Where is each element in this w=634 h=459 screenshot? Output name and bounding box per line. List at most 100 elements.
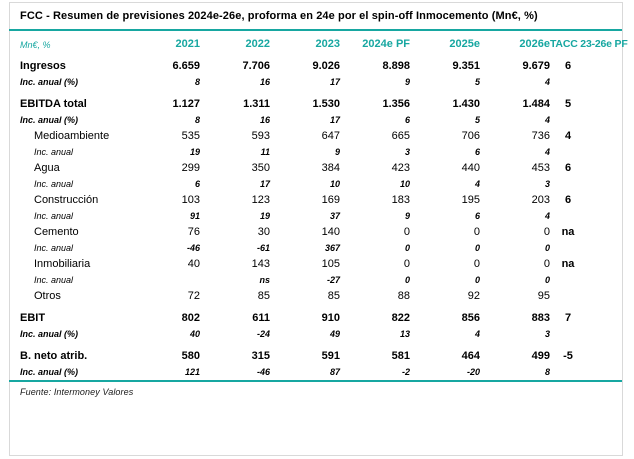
table-row: Inc. anual ns -27 0 0 0: [20, 272, 612, 288]
cell-value: 95: [537, 290, 550, 302]
cell-value: 384: [321, 162, 340, 174]
table-row: Construcción 103 123 169 183 195 203 6: [20, 192, 612, 208]
tacc-value: 5: [564, 98, 572, 110]
cell-value: -24: [256, 329, 270, 339]
cell-value: 0: [403, 258, 410, 270]
row-label: Inc. anual: [34, 211, 74, 221]
cell-value: 183: [391, 194, 410, 206]
row-label: Inc. anual (%): [20, 367, 79, 377]
table-row: Agua 299 350 384 423 440 453 6: [20, 160, 612, 176]
cell-value: 1.311: [243, 98, 270, 110]
cell-value: 591: [321, 350, 340, 362]
cell-value: 856: [461, 312, 480, 324]
cell-value: 92: [467, 290, 480, 302]
cell-value: 736: [531, 130, 550, 142]
cell-value: 9: [334, 147, 340, 157]
cell-value: 593: [251, 130, 270, 142]
row-label: Construcción: [34, 194, 99, 206]
table-row: Inc. anual 6 17 10 10 4 3: [20, 176, 612, 192]
table-row: EBITDA total 1.127 1.311 1.530 1.356 1.430 1.4…: [20, 96, 612, 112]
cell-value: 9: [404, 77, 410, 87]
row-label: Cemento: [34, 226, 79, 238]
tacc-value: na: [561, 258, 575, 270]
cell-value: 0: [474, 243, 480, 253]
cell-value: 30: [257, 226, 270, 238]
row-label: Inc. anual: [34, 147, 74, 157]
cell-value: 9.679: [522, 60, 550, 72]
cell-value: 105: [321, 258, 340, 270]
cell-value: 611: [252, 312, 270, 324]
cell-value: 7.706: [242, 60, 270, 72]
table-row: Cemento 76 30 140 0 0 0 na: [20, 224, 612, 240]
table-content: FCC - Resumen de previsiones 2024e-26e, …: [9, 2, 628, 397]
table-row: Inc. anual (%) 40 -24 49 13 4 3: [20, 326, 612, 342]
cell-value: 6.659: [172, 60, 200, 72]
cell-value: 40: [189, 329, 200, 339]
row-label: Agua: [34, 162, 60, 174]
table-row: Ingresos 6.659 7.706 9.026 8.898 9.351 9.679 6: [20, 58, 612, 74]
cell-value: 203: [531, 194, 550, 206]
cell-value: 40: [187, 258, 200, 270]
row-label: Medioambiente: [34, 130, 110, 142]
year-header: 2023: [315, 38, 340, 50]
year-header: 2024e PF: [362, 38, 410, 50]
table-row: Inc. anual -46 -61 367 0 0 0: [20, 240, 612, 256]
table-row: B. neto atrib. 580 315 591 581 464 499 -5: [20, 348, 612, 364]
cell-value: 535: [181, 130, 200, 142]
tacc-value: 6: [564, 60, 572, 72]
bottom-rule: [9, 380, 622, 382]
cell-value: 0: [404, 243, 410, 253]
cell-value: 85: [257, 290, 270, 302]
cell-value: 19: [259, 211, 270, 221]
table-row: Inc. anual 91 19 37 9 6 4: [20, 208, 612, 224]
tacc-value: na: [561, 226, 575, 238]
cell-value: 0: [474, 275, 480, 285]
cell-value: 0: [543, 226, 550, 238]
cell-value: 49: [329, 329, 340, 339]
cell-value: 315: [251, 350, 270, 362]
cell-value: 1.530: [312, 98, 340, 110]
table-row: Inc. anual (%) 8 16 17 9 5 4: [20, 74, 612, 90]
cell-value: 11: [260, 147, 270, 157]
tacc-value: 7: [564, 312, 572, 324]
cell-value: 0: [404, 275, 410, 285]
cell-value: 0: [543, 258, 550, 270]
cell-value: 910: [321, 312, 340, 324]
cell-value: 17: [329, 115, 340, 125]
cell-value: 822: [391, 312, 410, 324]
cell-value: 9: [404, 211, 410, 221]
row-label: Inc. anual: [34, 179, 74, 189]
row-label: Otros: [34, 290, 61, 302]
cell-value: 1.356: [382, 98, 410, 110]
cell-value: 367: [324, 243, 340, 253]
cell-value: ns: [259, 275, 270, 285]
cell-value: 706: [461, 130, 480, 142]
table-row: EBIT 802 611 910 822 856 883 7: [20, 310, 612, 326]
cell-value: 1.430: [452, 98, 480, 110]
cell-value: 72: [187, 290, 200, 302]
year-header: 2025e: [449, 38, 480, 50]
cell-value: 1.127: [172, 98, 200, 110]
cell-value: -61: [256, 243, 270, 253]
cell-value: 0: [403, 226, 410, 238]
cell-value: 0: [544, 275, 550, 285]
cell-value: 3: [544, 179, 550, 189]
cell-value: 1.484: [522, 98, 550, 110]
year-header: 2026e: [519, 38, 550, 50]
cell-value: 883: [531, 312, 550, 324]
cell-value: 76: [187, 226, 200, 238]
cell-value: 123: [251, 194, 270, 206]
cell-value: 87: [329, 367, 340, 377]
row-label: B. neto atrib.: [20, 350, 88, 362]
row-label: Inc. anual (%): [20, 329, 79, 339]
cell-value: -20: [466, 367, 480, 377]
cell-value: 16: [259, 115, 270, 125]
cell-value: -46: [256, 367, 270, 377]
cell-value: 499: [531, 350, 550, 362]
table-body: Ingresos 6.659 7.706 9.026 8.898 9.351 9.679 6 I…: [9, 55, 622, 380]
cell-value: 665: [391, 130, 410, 142]
cell-value: 3: [404, 147, 410, 157]
cell-value: 37: [329, 211, 340, 221]
cell-value: 350: [251, 162, 270, 174]
tacc-header: TACC 23-26e PF: [550, 38, 628, 50]
